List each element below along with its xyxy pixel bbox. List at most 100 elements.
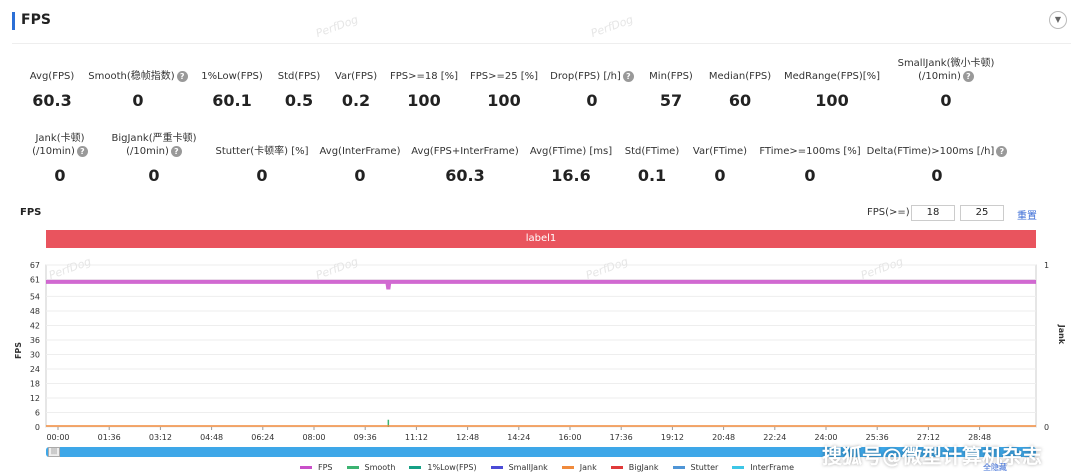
metric-label: Smooth(稳帧指数)? [58,70,218,83]
chevron-down-icon[interactable]: ▼ [1049,11,1067,29]
metric-value: 0 [586,91,598,110]
metric-value: 0.2 [341,91,371,110]
y-tick-label: 54 [30,292,40,301]
x-tick-label: 24:00 [814,433,837,442]
legend-item[interactable]: InterFrame [732,463,794,472]
metric-label-text: Min(FPS) [649,71,693,82]
x-tick-label: 12:48 [456,433,479,442]
metric-r1-4: Var(FPS) 0.2 [276,70,436,110]
metric-value: 100 [815,91,849,110]
metric-r2-5: Avg(FTime) [ms] 16.6 [491,145,651,185]
metric-label-unit-text: (/10min) [126,146,169,157]
help-icon[interactable]: ? [170,145,182,157]
metric-r1-10: MedRange(FPS)[%] 100 [752,70,912,110]
metric-label-text: 1%Low(FPS) [201,71,263,82]
metric-label-text: Avg(FPS+InterFrame) [411,146,519,157]
x-tick-label: 22:24 [763,433,786,442]
legend-item[interactable]: 1%Low(FPS) [409,463,477,472]
metric-r1-6: FPS>=25 [%] 100 [424,70,584,110]
legend-item[interactable]: SmallJank [490,463,548,472]
metric-value: 0.1 [637,166,667,185]
metric-label: Delta(FTime)>100ms [/h]? [857,145,1017,158]
metric-r2-6: Std(FTime) 0.1 [572,145,732,185]
metric-r1-3: Std(FPS) 0.5 [219,70,379,110]
metric-value: 60.1 [212,91,252,110]
help-icon[interactable]: ? [962,70,974,82]
x-tick-label: 20:48 [712,433,735,442]
legend-swatch [300,466,312,469]
metric-label-unit: (/10min)? [0,145,140,158]
legend-swatch [490,466,503,469]
metric-label: MedRange(FPS)[%] [752,70,912,83]
metric-label: Avg(InterFrame) [280,145,440,158]
x-tick-label: 08:00 [302,433,325,442]
help-icon[interactable]: ? [622,70,634,82]
y-tick-label: 67 [30,261,40,270]
metric-value: 57 [659,91,683,110]
chart-scrollbar[interactable]: ||| [46,447,1036,457]
x-tick-label: 27:12 [917,433,940,442]
x-tick-label: 16:00 [558,433,581,442]
metric-r2-3: Avg(InterFrame) 0 [280,145,440,185]
label-bar[interactable]: label1 [46,230,1036,248]
metric-label-text: FTime>=100ms [%] [759,146,861,157]
metric-value: 0 [804,166,816,185]
legend-label: 1%Low(FPS) [427,463,477,472]
x-tick-label: 00:00 [46,433,69,442]
series-fps-line [46,279,1036,290]
metric-label-text: Smooth(稳帧指数) [88,71,175,82]
metric-label-text: SmallJank(微小卡顿) [897,58,995,69]
threshold-label: FPS(>=) [867,207,910,218]
metric-label-unit-text: (/10min) [32,146,75,157]
metric-label: Min(FPS) [591,70,751,83]
legend-label: FPS [318,463,333,472]
metric-label-text: Stutter(卡顿率) [%] [215,146,309,157]
y-tick-label: 48 [30,307,40,316]
metric-value: 0 [54,166,66,185]
chart-title: FPS [20,207,42,218]
metric-label-unit: (/10min)? [74,145,234,158]
y-axis-title: FPS [14,341,24,360]
section-header: FPS ▼ [12,10,1072,34]
reset-link[interactable]: 重置 [1017,211,1037,222]
metric-r1-11: SmallJank(微小卡顿) (/10min)? 0 [866,57,1026,110]
legend-swatch [732,466,745,469]
legend-swatch [561,466,574,469]
legend-item[interactable]: Jank [561,463,597,472]
metric-label-text: Drop(FPS) [/h] [550,71,621,82]
legend-item[interactable]: FPS [300,463,333,472]
metric-label: 1%Low(FPS) [152,70,312,83]
metric-value: 100 [487,91,521,110]
metric-r2-7: Var(FTime) 0 [640,145,800,185]
x-tick-label: 28:48 [968,433,991,442]
metric-value: 0.5 [284,91,314,110]
metric-value: 0 [132,91,144,110]
legend-item[interactable]: BigJank [610,463,659,472]
metric-label: Stutter(卡顿率) [%] [182,145,342,158]
hide-all-link[interactable]: 全隐藏 [983,463,1007,472]
help-icon[interactable]: ? [176,70,188,82]
x-tick-label: 19:12 [661,433,684,442]
y-tick-label: 36 [30,336,40,345]
legend-item[interactable]: Stutter [672,463,718,472]
y-tick-label: 0 [35,423,40,432]
metric-label-text: Var(FPS) [334,71,378,82]
bottom-watermark: 搜狐号@微型计算机杂志 [822,444,1042,468]
scrollbar-handle[interactable]: ||| [48,447,60,457]
metric-r2-1: BigJank(严重卡顿) (/10min)? 0 [74,132,234,185]
help-icon[interactable]: ? [996,145,1008,157]
legend-label: Jank [579,463,597,472]
legend-label: InterFrame [750,463,794,472]
help-icon[interactable]: ? [76,145,88,157]
threshold-input-1[interactable]: 18 [911,205,955,221]
x-tick-label: 25:36 [866,433,889,442]
y-tick-label: 30 [30,350,40,359]
legend-item[interactable]: Smooth [346,463,395,472]
legend-swatch [346,466,359,469]
x-tick-label: 09:36 [354,433,377,442]
metric-r2-4: Avg(FPS+InterFrame) 60.3 [385,145,545,185]
metric-label-text: MedRange(FPS)[%] [783,71,881,82]
threshold-input-2[interactable]: 25 [960,205,1004,221]
y-tick-label: 61 [30,276,40,285]
